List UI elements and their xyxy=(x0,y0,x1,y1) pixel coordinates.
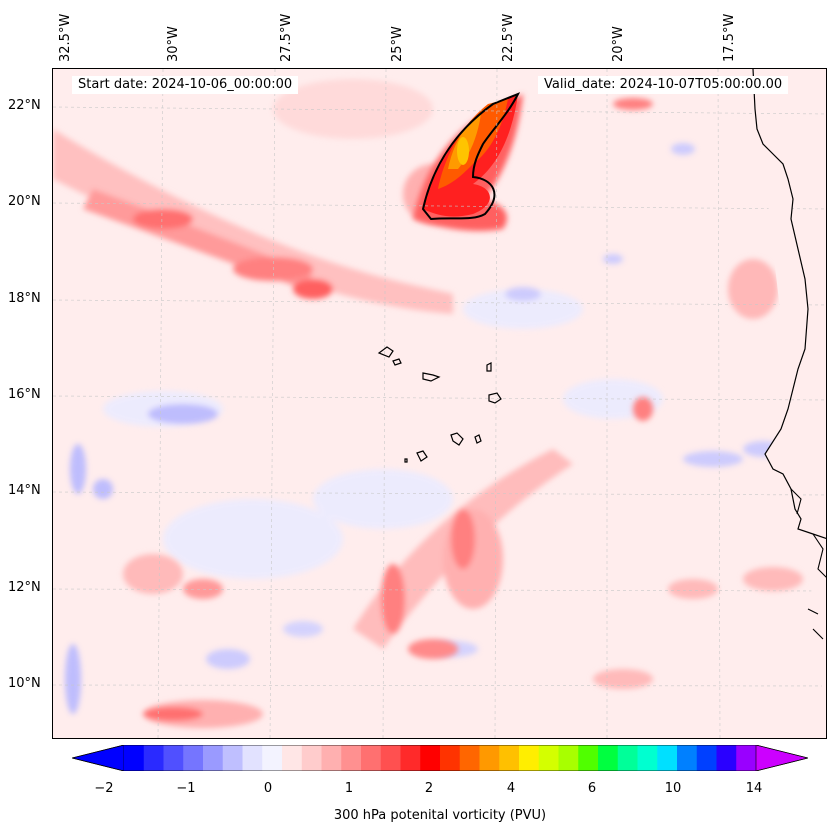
colorbar-swatch xyxy=(440,745,461,771)
lat-label-22n: 22°N xyxy=(8,98,41,113)
colorbar-swatch xyxy=(538,745,559,771)
colorbar-tick-0: 0 xyxy=(263,781,273,796)
lat-label-20n: 20°N xyxy=(8,194,41,209)
colorbar-tick-1: 1 xyxy=(344,781,354,796)
lon-label-32-5w: 32.5°W xyxy=(58,13,73,62)
colorbar-tick-6: 6 xyxy=(587,781,597,796)
colorbar-extend-low xyxy=(72,745,125,771)
lat-label-16n: 16°N xyxy=(8,387,41,402)
colorbar-swatch xyxy=(242,745,263,771)
lat-label-12n: 12°N xyxy=(8,580,41,595)
colorbar xyxy=(72,745,808,771)
colorbar-swatch xyxy=(657,745,678,771)
colorbar-swatch xyxy=(677,745,698,771)
colorbar-swatch xyxy=(262,745,283,771)
colorbar-swatch xyxy=(479,745,500,771)
valid-date-label: Valid_date: 2024-10-07T05:00:00.00 xyxy=(538,76,789,94)
colorbar-swatch xyxy=(163,745,184,771)
colorbar-swatch xyxy=(499,745,520,771)
colorbar-swatch xyxy=(617,745,638,771)
colorbar-tick--1: −1 xyxy=(176,781,196,796)
graticule xyxy=(53,69,826,738)
colorbar-tick--2: −2 xyxy=(94,781,114,796)
colorbar-swatch xyxy=(716,745,737,771)
colorbar-swatch xyxy=(301,745,322,771)
colorbar-label: 300 hPa potenital vorticity (PVU) xyxy=(333,808,547,823)
colorbar-swatch xyxy=(400,745,421,771)
colorbar-tick-10: 10 xyxy=(664,781,682,796)
colorbar-swatch xyxy=(143,745,164,771)
colorbar-swatch xyxy=(519,745,540,771)
lat-label-14n: 14°N xyxy=(8,483,41,498)
colorbar-swatch xyxy=(578,745,599,771)
colorbar-swatch xyxy=(124,745,145,771)
lon-label-22-5w: 22.5°W xyxy=(501,13,516,62)
start-date-label: Start date: 2024-10-06_00:00:00 xyxy=(72,76,299,94)
colorbar-swatch xyxy=(558,745,579,771)
colorbar-swatch xyxy=(203,745,224,771)
colorbar-tick-2: 2 xyxy=(424,781,434,796)
colorbar-swatch xyxy=(222,745,243,771)
map-panel xyxy=(52,68,827,739)
colorbar-swatch xyxy=(183,745,204,771)
colorbar-swatch xyxy=(598,745,619,771)
lon-label-30w: 30°W xyxy=(166,26,181,62)
high-pv-streamer xyxy=(413,92,523,231)
lat-label-18n: 18°N xyxy=(8,291,41,306)
colorbar-tick-14: 14 xyxy=(745,781,763,796)
colorbar-swatch xyxy=(696,745,717,771)
colorbar-extend-high xyxy=(755,745,808,771)
lat-label-10n: 10°N xyxy=(8,676,41,691)
colorbar-swatch xyxy=(736,745,757,771)
colorbar-swatch xyxy=(282,745,303,771)
colorbar-swatch xyxy=(459,745,480,771)
cape-verde-islands xyxy=(377,346,502,463)
colorbar-tick-4: 4 xyxy=(506,781,516,796)
colorbar-swatch xyxy=(321,745,342,771)
colorbar-swatch xyxy=(380,745,401,771)
colorbar-swatch xyxy=(420,745,441,771)
colorbar-swatch xyxy=(361,745,382,771)
lon-label-17-5w: 17.5°W xyxy=(722,13,737,62)
colorbar-swatch xyxy=(637,745,658,771)
lon-label-27-5w: 27.5°W xyxy=(279,13,294,62)
colorbar-swatch xyxy=(341,745,362,771)
pv-field-map xyxy=(53,69,826,738)
coastline-detail xyxy=(790,488,826,640)
lon-label-25w: 25°W xyxy=(390,26,405,62)
lon-label-20w: 20°W xyxy=(611,26,626,62)
